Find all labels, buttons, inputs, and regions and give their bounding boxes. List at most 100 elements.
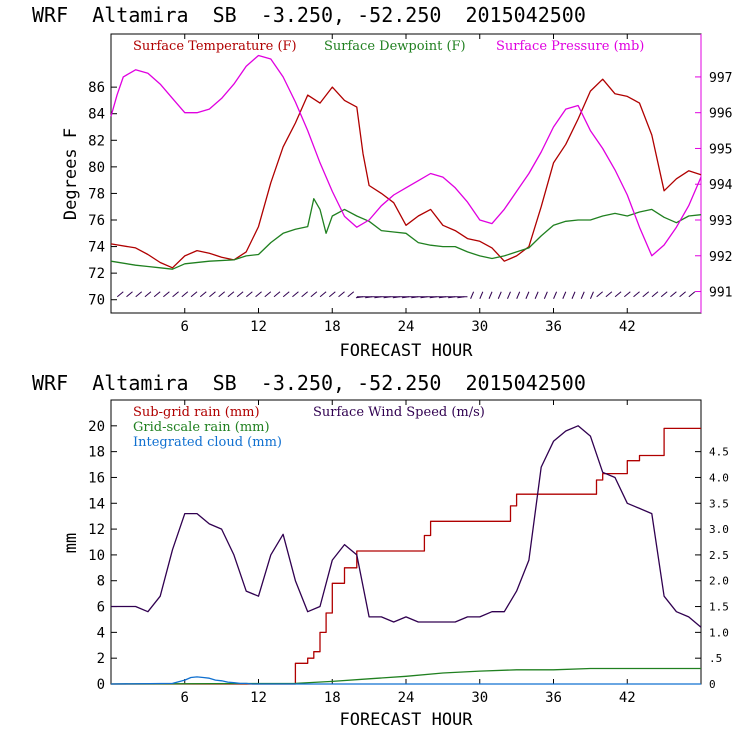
p2-ytick-label: 8 — [97, 574, 105, 590]
wind-barb — [319, 291, 327, 298]
p2-y2tick-label: 2.5 — [709, 549, 729, 562]
p2-ytick-label: 4 — [97, 625, 105, 641]
precip-panel: WRF Altamira SB -3.250, -52.250 20150425… — [32, 371, 729, 730]
wind-barb — [580, 291, 585, 299]
p1-xtick-label: 24 — [398, 319, 415, 335]
wind-barb — [614, 291, 622, 298]
p2-ytick-label: 0 — [97, 677, 105, 693]
wind-barb — [329, 291, 336, 298]
p1-ytick-label: 72 — [88, 266, 105, 282]
p2-ytick-label: 16 — [88, 470, 105, 486]
wind-barb — [282, 291, 290, 298]
panel2-ylabel: mm — [61, 533, 81, 553]
p1-y2tick-label: 994 — [709, 178, 733, 193]
panel1-xlabel: FORECAST HOUR — [339, 341, 473, 361]
p1-xtick-label: 36 — [545, 319, 562, 335]
p2-xtick-label: 42 — [619, 690, 636, 706]
wind-barb — [347, 291, 355, 298]
wind-barb — [679, 291, 686, 298]
wind-barb — [479, 291, 484, 299]
panel1-title: WRF Altamira SB -3.250, -52.250 20150425… — [32, 3, 586, 27]
p1-ytick-label: 76 — [88, 213, 105, 229]
wind-barb — [589, 291, 594, 299]
series-surface-pressure-mb — [110, 54, 702, 257]
p2-ytick-label: 18 — [88, 445, 105, 461]
wind-barb — [116, 291, 124, 298]
series-sub-grid-rain-mm — [111, 427, 701, 685]
wind-barb — [199, 291, 207, 298]
p2-ytick-label: 6 — [97, 600, 105, 616]
panel2-xlabel: FORECAST HOUR — [339, 710, 473, 730]
wind-barb — [273, 291, 281, 298]
p2-y2tick-label: 4.5 — [709, 446, 729, 459]
wind-barb — [310, 291, 318, 298]
wind-barb — [543, 291, 548, 299]
p1-ytick-label: 74 — [88, 240, 105, 256]
p1-xtick-label: 6 — [181, 319, 189, 335]
p1-xtick-label: 12 — [250, 319, 267, 335]
legend-gridscale-rain: Grid-scale rain (mm) — [133, 420, 270, 435]
wind-barb — [218, 291, 226, 298]
p1-y2tick-label: 992 — [709, 250, 732, 265]
wind-barb — [670, 291, 677, 298]
p2-xtick-label: 36 — [545, 690, 562, 706]
p1-ytick-label: 80 — [88, 160, 105, 176]
series-surface-dewpoint-f — [110, 198, 702, 270]
wind-barb — [596, 291, 603, 298]
p2-xtick-label: 30 — [471, 690, 488, 706]
p2-xtick-label: 24 — [398, 690, 415, 706]
wind-barb — [227, 291, 235, 298]
wind-barb — [264, 291, 272, 298]
temperature-panel: WRF Altamira SB -3.250, -52.250 20150425… — [32, 3, 733, 361]
p2-ytick-label: 14 — [88, 496, 105, 512]
p2-ytick-label: 10 — [88, 548, 105, 564]
wind-barb — [651, 291, 659, 298]
wind-barb — [163, 291, 170, 298]
wind-barb — [525, 291, 530, 299]
wind-barb — [660, 291, 668, 298]
wind-barb — [153, 291, 161, 298]
p2-y2tick-label: 4.0 — [709, 471, 729, 484]
p1-ytick-label: 84 — [88, 107, 105, 123]
p1-xtick-label: 42 — [619, 319, 636, 335]
p2-xtick-label: 18 — [324, 690, 341, 706]
p1-y2tick-label: 991 — [709, 286, 732, 301]
wind-barb — [292, 291, 299, 298]
p2-y2tick-label: 1.5 — [709, 601, 729, 614]
p2-y2tick-label: 3.5 — [709, 497, 729, 510]
p1-xtick-label: 30 — [471, 319, 488, 335]
wind-barb — [553, 291, 558, 299]
p2-ytick-label: 20 — [88, 419, 105, 435]
p2-y2tick-label: 0 — [709, 678, 716, 691]
series-surface-temperature-f — [110, 78, 702, 269]
p1-y2tick-label: 997 — [709, 71, 732, 86]
wind-barb — [135, 291, 143, 298]
p2-ytick-label: 2 — [97, 651, 105, 667]
wind-barb — [181, 291, 189, 298]
wind-barb — [172, 291, 179, 298]
wind-barb — [126, 291, 133, 298]
p1-ytick-label: 78 — [88, 186, 105, 202]
wind-barb — [190, 291, 198, 298]
wind-barb — [470, 291, 475, 299]
wind-barb — [688, 291, 696, 298]
wind-barb — [488, 291, 493, 299]
wind-barb — [571, 291, 576, 299]
legend-wind-speed: Surface Wind Speed (m/s) — [313, 405, 485, 420]
legend-dewpoint: Surface Dewpoint (F) — [324, 39, 466, 54]
p2-xtick-label: 6 — [181, 690, 189, 706]
wind-barb — [236, 291, 244, 298]
p2-y2tick-label: 2.0 — [709, 575, 729, 588]
wind-barb — [516, 291, 521, 299]
series-surface-wind-speed-m-s — [111, 425, 702, 628]
p1-ytick-label: 70 — [88, 293, 105, 309]
panel1-frame — [110, 33, 702, 314]
p2-ytick-label: 12 — [88, 522, 105, 538]
wind-barbs — [116, 291, 696, 299]
series-integrated-cloud-mm — [110, 676, 701, 685]
p1-ytick-label: 82 — [88, 133, 105, 149]
wind-barb — [624, 291, 631, 298]
series-grid-scale-rain-mm — [110, 667, 701, 685]
p1-y2tick-label: 996 — [709, 107, 732, 122]
